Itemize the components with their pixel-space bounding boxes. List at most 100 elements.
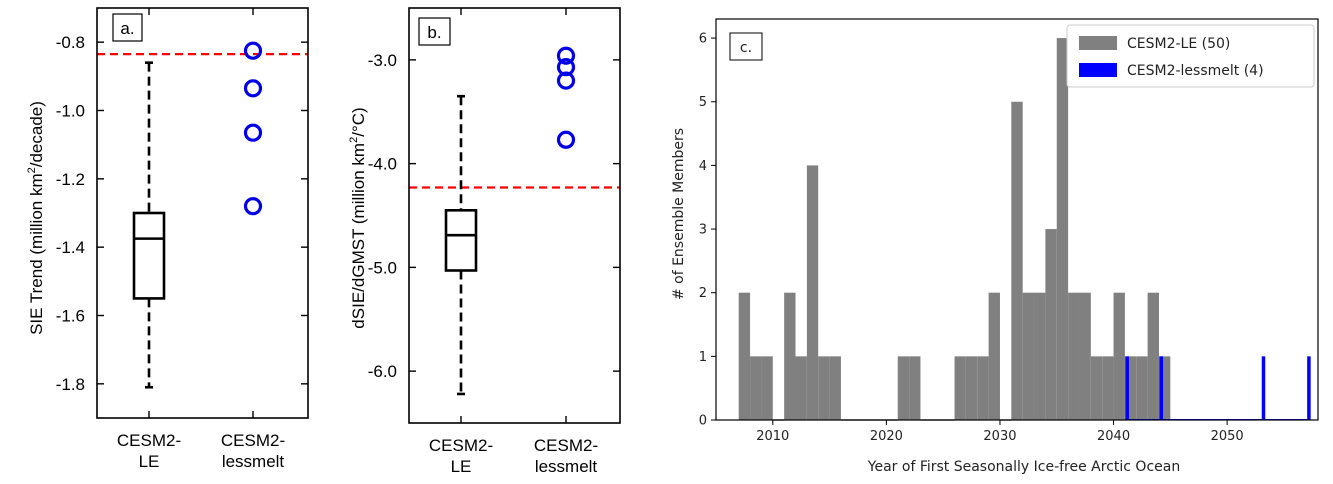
le-bar <box>909 356 921 420</box>
lessmelt-point <box>243 123 263 142</box>
panel-b-letter: b. <box>427 23 441 42</box>
ytick-label: 4 <box>699 159 707 174</box>
panel-c-xlabel: Year of First Seasonally Ice-free Arctic… <box>867 459 1180 475</box>
panel-a-plot <box>97 41 308 389</box>
lessmelt-bar <box>1261 356 1266 420</box>
le-bar <box>965 356 978 420</box>
lessmelt-bar <box>1159 356 1164 420</box>
lessmelt-point <box>243 79 263 98</box>
ytick-label: 1 <box>699 350 707 365</box>
lessmelt-point <box>556 71 576 90</box>
panel-a-ylabel-end: /decade) <box>27 101 46 167</box>
le-bar <box>1090 356 1103 420</box>
ytick-label: 3 <box>699 223 707 238</box>
panel-a-ylabel-sup: 2 <box>26 167 38 173</box>
category-label: lessmelt <box>535 457 598 476</box>
ytick-label: -1.0 <box>56 102 85 121</box>
lessmelt-point <box>556 130 576 149</box>
le-bar <box>1056 38 1069 420</box>
panel-b-frame <box>408 7 621 424</box>
lessmelt-bar <box>1125 356 1129 420</box>
ytick-label: -5.0 <box>368 258 397 277</box>
le-bar <box>829 356 841 420</box>
panel-a-label-box: a. <box>112 13 143 42</box>
le-bar <box>784 292 796 420</box>
panel-a-frame <box>96 7 309 419</box>
le-bar <box>750 356 762 420</box>
xtick-label: 2040 <box>1097 429 1130 444</box>
category-label: LE <box>139 452 160 471</box>
xtick-label: 2010 <box>756 429 789 444</box>
panel-c-histogram: # of Ensemble Members Year of First Seas… <box>671 18 1319 475</box>
legend-label-cesm2-le: CESM2-LE (50) <box>1127 36 1230 52</box>
panel-c-bars <box>738 38 1311 421</box>
ytick-label: -1.8 <box>56 375 85 394</box>
xtick-label: 2020 <box>870 429 903 444</box>
ytick-label: 2 <box>699 286 707 301</box>
panel-a-yticks: -1.8 -1.6 -1.4 -1.2 -1.0 -0.8 <box>56 33 308 394</box>
panel-b-xticks: CESM2- LE CESM2- lessmelt <box>429 8 598 476</box>
le-bar <box>1102 356 1114 420</box>
legend-label-cesm2-lessmelt: CESM2-lessmelt (4) <box>1127 63 1264 79</box>
box-iqr <box>132 211 166 300</box>
panel-c-frame <box>715 18 1319 421</box>
le-bar <box>1068 292 1080 420</box>
legend-swatch-cesm2-le <box>1079 36 1117 50</box>
panel-b-ylabel: dSIE/dGMST (million km2/°C) <box>348 107 368 328</box>
ytick-label: 6 <box>699 32 707 47</box>
legend-swatch-cesm2-lessmelt <box>1079 63 1117 77</box>
lessmelt-point <box>243 197 263 216</box>
panel-c-legend: CESM2-LE (50) CESM2-lessmelt (4) <box>1066 24 1315 88</box>
le-bar <box>1136 356 1148 420</box>
panel-b-plot <box>409 46 620 396</box>
panel-c-label-box: c. <box>729 32 763 61</box>
le-bar <box>1147 292 1159 420</box>
le-bar <box>738 292 751 420</box>
panel-a-xticks: CESM2- LE CESM2- lessmelt <box>117 8 285 471</box>
category-label: CESM2- <box>429 436 493 455</box>
ytick-label: -1.6 <box>56 307 85 326</box>
ytick-label: -3.0 <box>368 51 397 70</box>
ytick-label: -1.2 <box>56 170 85 189</box>
le-bar <box>1124 356 1137 420</box>
le-bar <box>1079 292 1091 420</box>
xtick-label: 2050 <box>1211 429 1244 444</box>
category-label: CESM2- <box>221 431 285 450</box>
le-bar <box>795 356 807 420</box>
panel-a-letter: a. <box>120 19 134 38</box>
lessmelt-bar <box>1307 356 1311 420</box>
panel-b-label-box: b. <box>418 17 451 46</box>
panel-a-ylabel: SIE Trend (million km2/decade) <box>26 101 46 335</box>
panel-b-dsie-dgmst: dSIE/dGMST (million km2/°C) -6.0 -5.0 -4.0… <box>348 7 621 476</box>
lessmelt-point <box>556 46 576 65</box>
le-bar <box>1034 292 1046 420</box>
ytick-label: -1.4 <box>56 238 85 257</box>
ytick-label: 5 <box>699 95 707 110</box>
panel-b-ylabel-sup: 2 <box>348 137 360 143</box>
le-bar <box>806 165 819 420</box>
le-bar <box>954 356 966 420</box>
le-bar <box>1011 101 1023 420</box>
panel-c-letter: c. <box>740 40 752 56</box>
category-label: LE <box>451 457 472 476</box>
le-bar <box>761 356 773 420</box>
box-iqr <box>444 209 478 272</box>
panel-b-ylabel-end: /°C) <box>349 107 368 136</box>
le-bar <box>897 356 910 420</box>
category-label: CESM2- <box>117 431 181 450</box>
le-bar <box>1045 229 1057 420</box>
category-label: CESM2- <box>534 436 598 455</box>
ytick-label: -6.0 <box>368 362 397 381</box>
ytick-label: -4.0 <box>368 155 397 174</box>
le-bar <box>1158 356 1171 420</box>
le-bar <box>1113 292 1125 420</box>
panel-c-ticks: 2010 2020 2030 2040 2050 0 1 2 3 4 5 6 <box>699 32 1244 444</box>
le-bar <box>988 292 1000 420</box>
ytick-label: 0 <box>699 414 707 429</box>
le-bar <box>1022 292 1035 420</box>
lessmelt-point <box>243 41 263 60</box>
xtick-label: 2030 <box>983 429 1016 444</box>
panel-a-sie-trend: SIE Trend (million km2/decade) -1.8 -1.6 -… <box>26 7 309 471</box>
panel-c-ylabel: # of Ensemble Members <box>671 128 687 300</box>
